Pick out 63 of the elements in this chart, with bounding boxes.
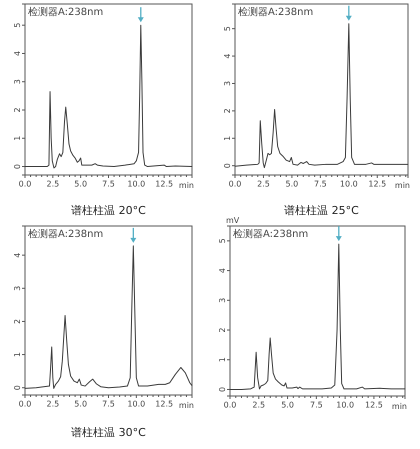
y-tick-label: 5 — [13, 22, 22, 28]
line-series — [230, 244, 406, 390]
annotation: 检测器A:238nm — [238, 6, 314, 18]
y-axis-title: mV — [226, 216, 240, 225]
y-tick-label: 4 — [223, 54, 232, 59]
x-tick-label: 10.0 — [336, 400, 354, 410]
x-tick-label: 0.0 — [228, 180, 242, 189]
text: 谱柱柱温 20°C — [71, 204, 146, 217]
y-tick-label: 3 — [218, 298, 227, 303]
y-tick-label: 0 — [218, 386, 227, 392]
x-tick-label: 0.0 — [18, 180, 32, 189]
y-tick-label: 2 — [13, 318, 22, 324]
x-tick-label: 5.0 — [74, 180, 88, 189]
y-tick-label: 0 — [223, 163, 232, 168]
line-series — [24, 24, 192, 168]
y-tick-label: 2 — [13, 107, 22, 113]
x-tick-label: 12.5 — [368, 180, 386, 189]
x-tick-label: 12.5 — [155, 180, 174, 189]
y-tick-label: 4 — [13, 252, 22, 258]
y-tick-label: 3 — [13, 286, 22, 291]
x-tick-label: 2.5 — [46, 400, 60, 409]
annotation: 检测器A:238nm — [233, 228, 308, 240]
y-tick-label: 2 — [218, 327, 227, 333]
x-axis-title: min — [394, 181, 410, 190]
x-tick-label: 10.0 — [127, 180, 146, 189]
annotation: 检测器A:238nm — [28, 6, 104, 18]
y-tick-label: 2 — [223, 108, 232, 114]
text: 谱柱柱温 25°C — [284, 204, 360, 217]
line-series — [234, 23, 408, 168]
x-axis-title: min — [178, 401, 194, 410]
y-tick-label: 5 — [223, 26, 232, 32]
x-tick-label: 0.0 — [224, 400, 236, 410]
x-tick-label: 7.5 — [310, 400, 323, 410]
y-tick-label: 0 — [13, 164, 22, 170]
y-tick-label: 1 — [13, 136, 22, 141]
y-tick-label: 5 — [218, 238, 227, 244]
y-tick-label: 3 — [223, 80, 232, 86]
x-tick-label: 5.0 — [74, 400, 88, 409]
x-tick-label: 2.5 — [46, 180, 60, 189]
x-tick-label: 10.0 — [127, 400, 146, 409]
x-tick-label: 5.0 — [286, 180, 298, 189]
x-axis-title: min — [178, 181, 194, 190]
x-tick-label: 7.5 — [314, 180, 327, 189]
y-tick-label: 4 — [218, 268, 227, 274]
y-tick-label: 1 — [218, 357, 227, 362]
x-axis-title: min — [392, 402, 407, 411]
x-tick-label: 7.5 — [102, 180, 115, 189]
x-tick-label: 5.0 — [281, 400, 294, 410]
annotation: 检测器A:238nm — [28, 228, 104, 240]
y-tick-label: 1 — [223, 136, 232, 141]
x-tick-label: 2.5 — [252, 400, 266, 410]
x-tick-label: 12.5 — [155, 400, 174, 409]
x-tick-label: 2.5 — [257, 180, 270, 189]
line-series — [24, 245, 192, 389]
x-tick-label: 12.5 — [365, 400, 383, 410]
y-tick-label: 1 — [13, 352, 22, 358]
y-tick-label: 0 — [13, 385, 22, 390]
x-tick-label: 0.0 — [18, 400, 32, 409]
text: 谱柱柱温 30°C — [71, 426, 146, 439]
y-tick-label: 3 — [13, 79, 22, 84]
y-tick-label: 4 — [13, 50, 22, 56]
x-tick-label: 10.0 — [340, 180, 358, 189]
x-tick-label: 7.5 — [102, 400, 115, 409]
